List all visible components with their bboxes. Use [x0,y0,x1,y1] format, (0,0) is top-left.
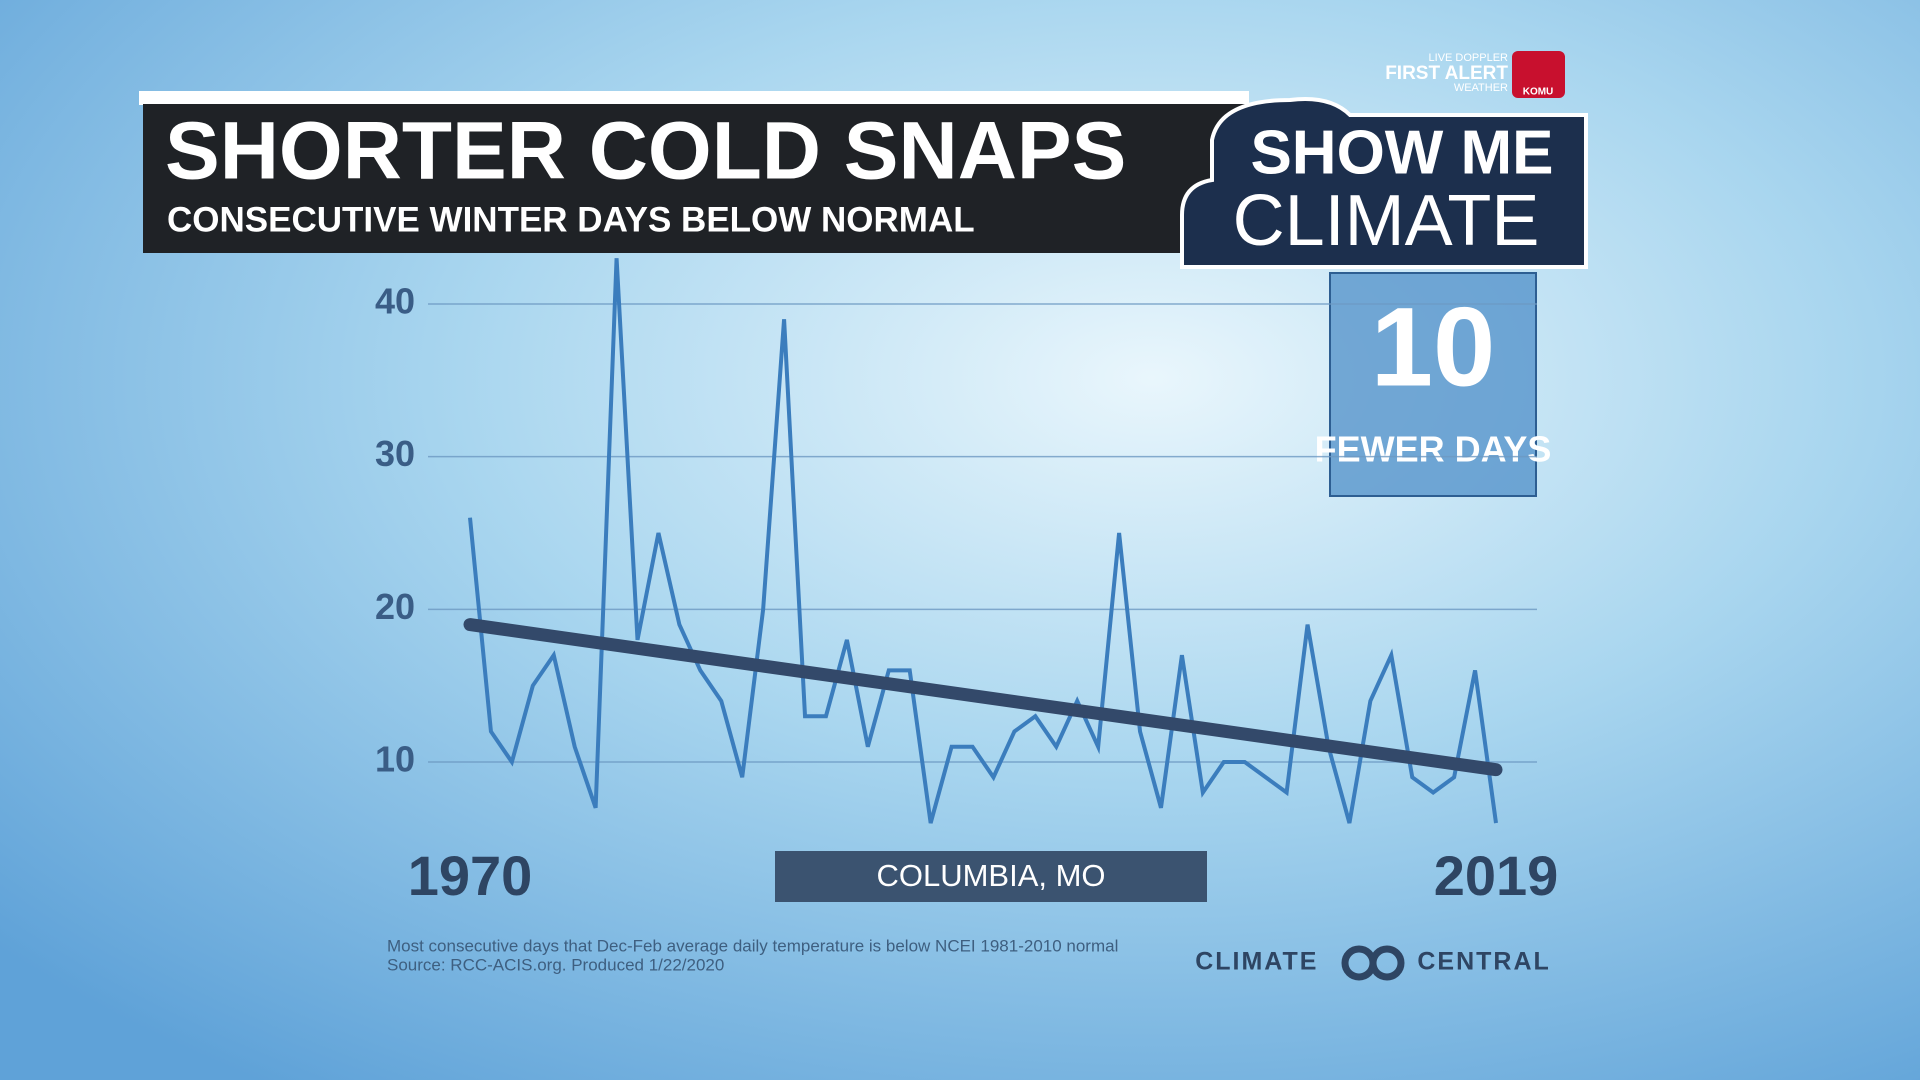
chart-subtitle: CONSECUTIVE WINTER DAYS BELOW NORMAL [167,200,975,239]
callout-box [1329,272,1537,497]
callout-number: 10 [1371,285,1496,410]
footnote: Most consecutive days that Dec-Feb avera… [387,936,1118,955]
badge-top: SHOW ME [1250,118,1553,187]
location-label: COLUMBIA, MO [876,858,1105,893]
station-badge [1512,51,1565,98]
trend-line [463,618,1503,777]
badge [1180,97,1588,269]
callout-label: FEWER DAYS [1315,429,1552,470]
producer-logo [1369,945,1405,981]
title-strip [139,91,1249,105]
y-tick-label: 40 [375,281,415,322]
data-line [468,258,1498,824]
station-line: LIVE DOPPLER [1429,52,1509,64]
chart-title: SHORTER COLD SNAPS [165,106,1126,197]
badge-bottom: CLIMATE [1233,181,1540,261]
y-tick-label: 30 [375,433,415,474]
title-box [143,104,1249,253]
station-line: FIRST ALERT [1385,63,1508,84]
footnote: Source: RCC-ACIS.org. Produced 1/22/2020 [387,955,724,974]
x-tick-label: 1970 [408,844,533,907]
station-call: KOMU [1523,87,1554,98]
station-line: WEATHER [1454,82,1508,94]
producer: CLIMATE CENTRAL [1195,948,1551,976]
x-tick-label: 2019 [1434,844,1559,907]
location-box [775,851,1207,902]
y-tick-label: 20 [375,586,415,627]
y-tick-label: 10 [375,739,415,780]
